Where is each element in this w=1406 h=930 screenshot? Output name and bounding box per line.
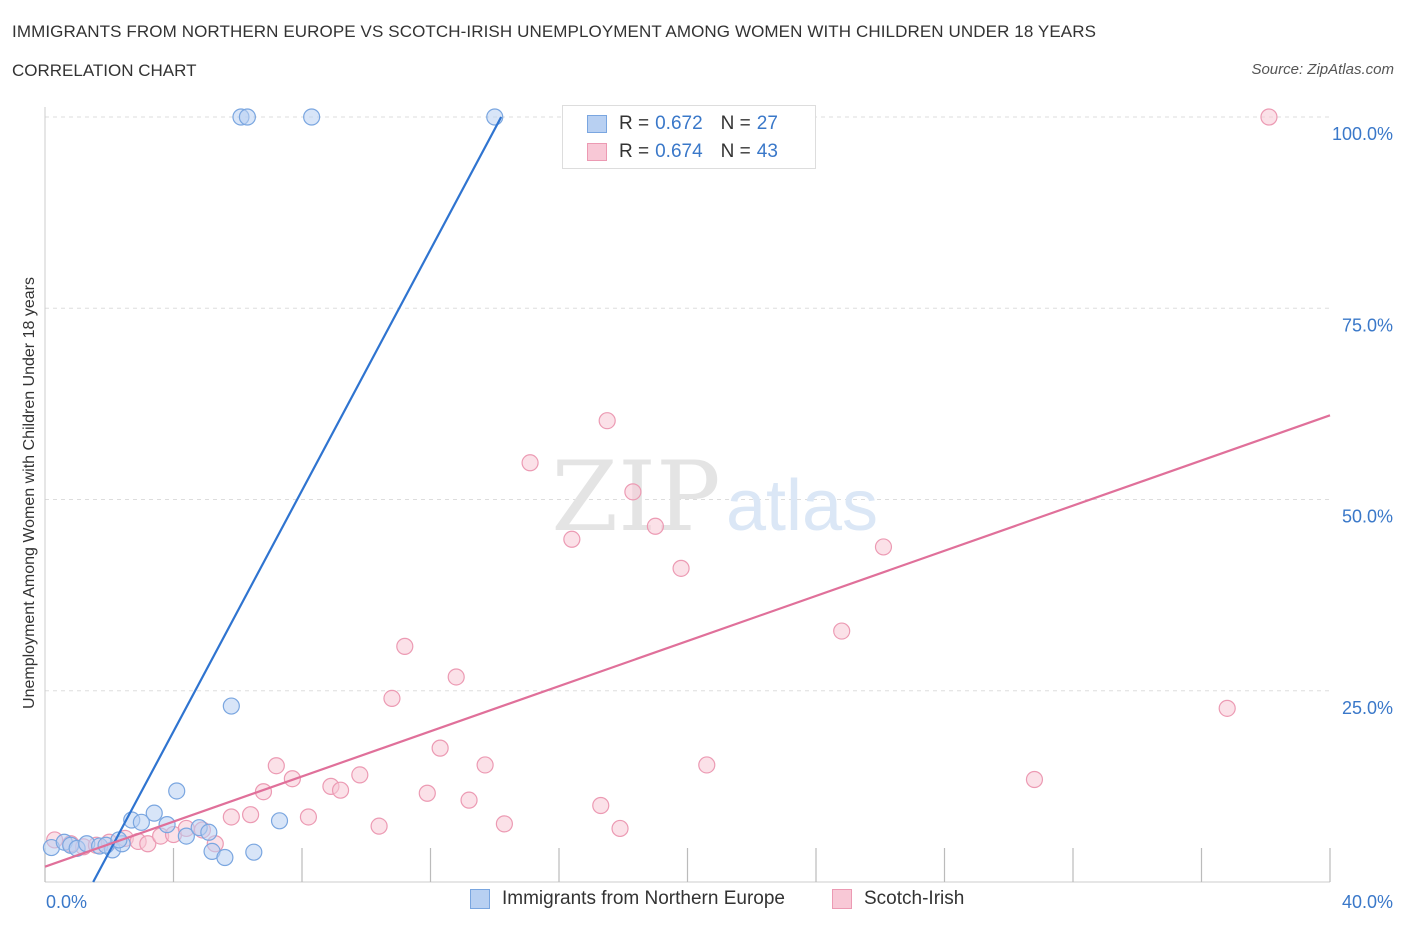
legend-swatch-blue — [470, 889, 490, 909]
data-point-scotch-irish — [598, 412, 616, 430]
tick-labels: 25.0% 50.0% 75.0% 100.0% 0.0% 40.0% — [46, 124, 1393, 912]
data-point-scotch-irish — [299, 808, 318, 826]
legend-item-scotch-irish: Scotch-Irish — [832, 888, 964, 910]
data-point-scotch-irish — [1260, 108, 1278, 126]
data-point-northern-europe — [270, 812, 289, 830]
data-point-scotch-irish — [331, 781, 350, 799]
legend-r-value: 0.672 — [655, 113, 703, 134]
y-tick-label: 50.0% — [1342, 507, 1393, 527]
data-point-scotch-irish — [646, 517, 664, 535]
x-tick-label-max: 40.0% — [1342, 892, 1393, 912]
data-point-scotch-irish — [1218, 699, 1236, 717]
data-point-northern-europe — [177, 827, 195, 845]
data-point-scotch-irish — [592, 796, 610, 815]
y-tick-label: 25.0% — [1342, 698, 1393, 718]
axes — [44, 107, 1331, 883]
legend-r-label: R = — [619, 141, 650, 162]
data-point-scotch-irish — [418, 784, 436, 802]
chart-subtitle: CORRELATION CHART — [12, 61, 197, 80]
trend-line-scotch-irish — [44, 414, 1331, 868]
data-point-northern-europe — [200, 823, 218, 841]
data-point-northern-europe — [245, 843, 263, 861]
data-point-scotch-irish — [698, 756, 716, 774]
data-point-northern-europe — [238, 108, 256, 126]
data-point-scotch-irish — [521, 454, 539, 472]
data-point-scotch-irish — [370, 817, 388, 835]
data-point-scotch-irish — [139, 835, 157, 853]
data-point-scotch-irish — [495, 815, 513, 833]
y-tick-label: 100.0% — [1332, 124, 1393, 144]
source-label: Source: ZipAtlas.com — [1251, 61, 1394, 78]
data-point-northern-europe — [303, 108, 321, 126]
data-point-scotch-irish — [460, 791, 478, 809]
data-point-scotch-irish — [383, 689, 401, 708]
y-tick-label: 75.0% — [1342, 315, 1393, 335]
legend-n-label: N = — [720, 141, 751, 162]
chart-title: IMMIGRANTS FROM NORTHERN EUROPE VS SCOTC… — [12, 22, 1097, 41]
legend-label: Scotch-Irish — [864, 888, 965, 909]
stats-legend: R = 0.672 N = 27 R = 0.674 N = 43 — [562, 105, 816, 169]
series-legend: Immigrants from Northern Europe Scotch-I… — [0, 888, 1406, 916]
legend-n-value: 27 — [756, 113, 778, 134]
data-point-scotch-irish — [833, 622, 851, 640]
legend-label: Immigrants from Northern Europe — [502, 888, 785, 909]
legend-swatch-pink — [832, 889, 852, 909]
data-point-northern-europe — [222, 697, 240, 715]
watermark-atlas: atlas — [726, 466, 878, 546]
data-point-northern-europe — [145, 804, 163, 822]
data-point-scotch-irish — [447, 668, 465, 686]
series-northern-europe — [42, 108, 504, 867]
data-point-scotch-irish — [672, 559, 690, 577]
data-point-scotch-irish — [611, 819, 629, 838]
x-tick-label-min: 0.0% — [46, 892, 87, 912]
data-point-scotch-irish — [624, 483, 642, 501]
data-point-northern-europe — [216, 848, 234, 867]
data-point-scotch-irish — [476, 756, 494, 774]
data-point-scotch-irish — [396, 637, 414, 655]
legend-swatch-pink — [587, 143, 607, 161]
legend-r-label: R = — [619, 113, 650, 134]
data-point-scotch-irish — [874, 538, 893, 556]
data-point-scotch-irish — [351, 766, 369, 784]
watermark: ZIP atlas — [551, 441, 878, 553]
legend-row-scotch-irish: R = 0.674 N = 43 — [587, 140, 778, 164]
data-point-scotch-irish — [222, 808, 240, 826]
legend-item-northern-europe: Immigrants from Northern Europe — [470, 888, 785, 910]
data-point-scotch-irish — [267, 757, 285, 775]
legend-n-label: N = — [720, 113, 751, 134]
legend-n-value: 43 — [756, 141, 778, 162]
data-point-scotch-irish — [563, 530, 581, 548]
data-point-scotch-irish — [242, 806, 260, 824]
grid-lines — [45, 116, 1330, 692]
legend-swatch-blue — [587, 115, 607, 133]
data-point-scotch-irish — [431, 739, 449, 757]
legend-row-northern-europe: R = 0.672 N = 27 — [587, 112, 778, 136]
data-point-scotch-irish — [1025, 770, 1044, 789]
trend-line-northern-europe — [92, 116, 503, 883]
trend-lines — [44, 116, 1331, 883]
data-point-northern-europe — [168, 782, 186, 800]
legend-r-value: 0.674 — [655, 141, 703, 162]
data-point-northern-europe — [132, 813, 150, 831]
